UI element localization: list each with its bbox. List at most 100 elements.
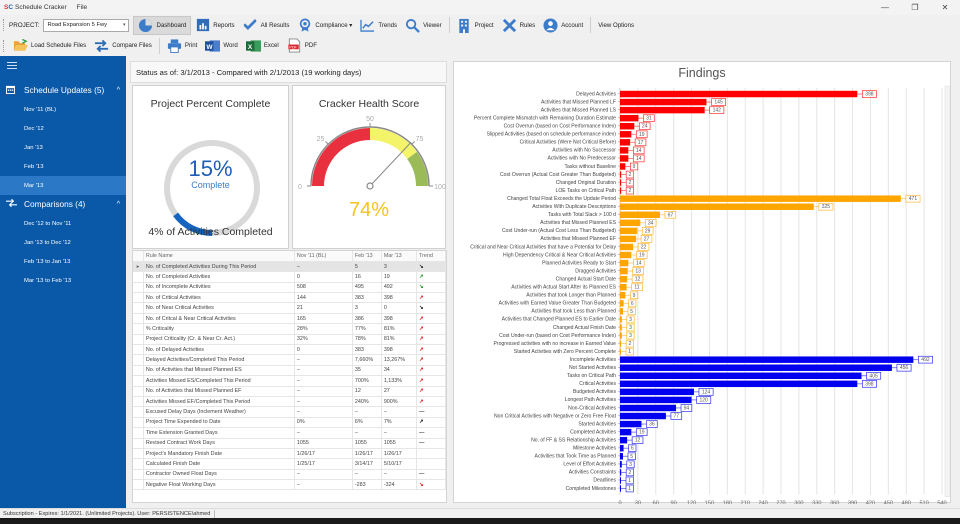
column-header[interactable]: Nov '11 (BL) bbox=[294, 251, 353, 262]
table-row[interactable]: No. of Critical Activities 144 383 398 ↗ bbox=[133, 292, 446, 304]
sidebar-section-schedule-updates[interactable]: Schedule Updates (5) ^ bbox=[0, 82, 126, 98]
bar[interactable] bbox=[620, 428, 632, 436]
table-row[interactable]: No. of Activities that Missed Planned EF… bbox=[133, 386, 446, 397]
chart-scrollbar[interactable] bbox=[944, 85, 951, 497]
bar[interactable] bbox=[620, 380, 858, 388]
compare-files-button[interactable]: Compare Files bbox=[90, 36, 156, 56]
toolbar-grip[interactable] bbox=[3, 39, 6, 52]
bar[interactable] bbox=[620, 275, 628, 283]
bar[interactable] bbox=[620, 171, 622, 178]
bar[interactable] bbox=[620, 436, 628, 444]
word-export-button[interactable]: W Word bbox=[201, 36, 241, 56]
bar[interactable] bbox=[620, 324, 622, 331]
table-row[interactable]: ▸ No. of Completed Activities During This… bbox=[133, 261, 446, 273]
toolbar-grip[interactable] bbox=[3, 19, 6, 31]
table-row[interactable]: Delayed Activities/Completed This Period… bbox=[133, 354, 446, 366]
bar[interactable] bbox=[620, 147, 629, 154]
viewer-button[interactable]: Viewer bbox=[401, 15, 446, 35]
chevron-up-icon[interactable]: ^ bbox=[116, 200, 120, 208]
hamburger-menu-icon[interactable] bbox=[7, 62, 17, 71]
dashboard-button[interactable]: Dashboard bbox=[133, 15, 192, 35]
bar[interactable] bbox=[620, 453, 623, 460]
bar[interactable] bbox=[620, 163, 626, 170]
sidebar-item-comparison[interactable]: Jan '13 to Dec '12 bbox=[24, 239, 71, 246]
table-row[interactable]: No. of Incomplete Activities 508 495 492 ↘ bbox=[133, 282, 446, 294]
bar[interactable] bbox=[620, 187, 622, 194]
bar[interactable] bbox=[620, 131, 632, 138]
bar[interactable] bbox=[620, 364, 892, 371]
bar[interactable] bbox=[620, 179, 622, 186]
rules-button[interactable]: Rules bbox=[498, 15, 540, 35]
table-row[interactable]: Project Time Expended to Date 0% 6% 7% ↗ bbox=[133, 417, 446, 429]
column-header[interactable]: Mar '13 bbox=[381, 251, 417, 262]
sidebar-item-comparison[interactable]: Feb '13 to Jan '13 bbox=[24, 258, 71, 265]
sidebar-item-update[interactable]: Dec '12 bbox=[24, 125, 44, 132]
bar[interactable] bbox=[620, 284, 627, 291]
bar[interactable] bbox=[620, 396, 692, 404]
bar[interactable] bbox=[620, 98, 707, 106]
bar[interactable] bbox=[620, 388, 694, 396]
sidebar-item-update[interactable]: Jan '13 bbox=[24, 144, 43, 151]
table-row[interactable]: No. of Near Critical Activities 21 3 0 ↘ bbox=[133, 302, 446, 314]
bar[interactable] bbox=[620, 340, 622, 347]
reports-button[interactable]: Reports bbox=[191, 15, 238, 35]
sidebar-item-update[interactable]: Feb '13 bbox=[24, 163, 44, 170]
table-row[interactable]: Negative Float Working Days – -283 -324 ↘ bbox=[133, 479, 446, 491]
bar[interactable] bbox=[620, 292, 626, 299]
bar[interactable] bbox=[620, 227, 638, 235]
trends-button[interactable]: Trends bbox=[356, 15, 401, 35]
bar[interactable] bbox=[620, 251, 632, 259]
excel-export-button[interactable]: X Excel bbox=[242, 36, 283, 56]
column-header[interactable]: Rule Name bbox=[143, 251, 295, 262]
bar[interactable] bbox=[620, 445, 624, 452]
bar[interactable] bbox=[620, 404, 677, 412]
table-row[interactable]: No. of Critcal & Near Critical Activitie… bbox=[133, 313, 446, 325]
sidebar-item-update-selected[interactable]: Mar '13 bbox=[0, 176, 126, 195]
view-options-button[interactable]: View Options bbox=[598, 21, 635, 29]
table-row[interactable]: Excused Delay Days (Inclement Weather) – –… bbox=[133, 406, 446, 418]
chevron-up-icon[interactable]: ^ bbox=[116, 86, 120, 94]
table-row[interactable]: Time Extension Granted Days – – – — bbox=[133, 427, 446, 439]
menu-file[interactable]: File bbox=[76, 4, 88, 11]
table-row[interactable]: Project's Mandatory Finish Date 1/26/17 1/… bbox=[133, 448, 446, 460]
bar[interactable] bbox=[620, 155, 629, 162]
bar[interactable] bbox=[620, 259, 629, 267]
pdf-export-button[interactable]: PDF PDF bbox=[283, 36, 321, 56]
table-row[interactable]: Project Criticality (Cr. & Near Cr. Act.… bbox=[133, 334, 446, 346]
bar[interactable] bbox=[620, 139, 631, 146]
bar[interactable] bbox=[620, 308, 623, 315]
bar[interactable] bbox=[620, 469, 622, 476]
bar[interactable] bbox=[620, 267, 628, 275]
bar[interactable] bbox=[620, 372, 862, 379]
restore-button[interactable]: ❐ bbox=[911, 3, 919, 12]
table-row[interactable]: Activities Missed ES/Completed This Peri… bbox=[133, 375, 446, 387]
bar[interactable] bbox=[620, 356, 914, 363]
sidebar-item-update[interactable]: Nov '11 (BL) bbox=[24, 106, 57, 113]
bar[interactable] bbox=[620, 203, 814, 210]
bar[interactable] bbox=[620, 420, 642, 428]
table-row[interactable]: Activities Missed EF/Completed This Peri… bbox=[133, 396, 446, 408]
table-row[interactable]: Revised Contract Work Days 1055 1055 1055— bbox=[133, 438, 446, 449]
account-button[interactable]: Account bbox=[539, 15, 587, 35]
bar[interactable] bbox=[620, 412, 666, 420]
column-header[interactable]: Trend bbox=[416, 251, 446, 262]
bar[interactable] bbox=[620, 219, 641, 227]
sidebar-item-comparison[interactable]: Dec '12 to Nov '11 bbox=[24, 220, 72, 227]
table-row[interactable]: No. of Delayed Activities 0 383 398 ↗ bbox=[133, 344, 446, 356]
bar[interactable] bbox=[620, 348, 621, 355]
bar[interactable] bbox=[620, 235, 637, 243]
sidebar-section-comparisons[interactable]: Comparisons (4) ^ bbox=[0, 196, 126, 212]
bar[interactable] bbox=[620, 90, 858, 98]
table-row[interactable]: No. of Activities that Missed Planned ES… bbox=[133, 365, 446, 377]
table-row[interactable]: No. of Completed Activities 0 16 19 ↗ bbox=[133, 271, 446, 283]
close-button[interactable]: ✕ bbox=[941, 3, 949, 12]
load-schedule-files-button[interactable]: Load Schedule Files bbox=[9, 36, 90, 56]
bar[interactable] bbox=[620, 332, 622, 339]
compliance-button[interactable]: Compliance ▾ bbox=[293, 15, 356, 35]
bar[interactable] bbox=[620, 316, 622, 323]
sidebar-item-comparison[interactable]: Mar '13 to Feb '13 bbox=[24, 277, 72, 284]
project-button[interactable]: Project bbox=[453, 15, 498, 35]
bar[interactable] bbox=[620, 195, 901, 202]
table-row[interactable]: % Criticality 28% 77% 81% ↗ bbox=[133, 323, 446, 335]
bar[interactable] bbox=[620, 485, 621, 492]
